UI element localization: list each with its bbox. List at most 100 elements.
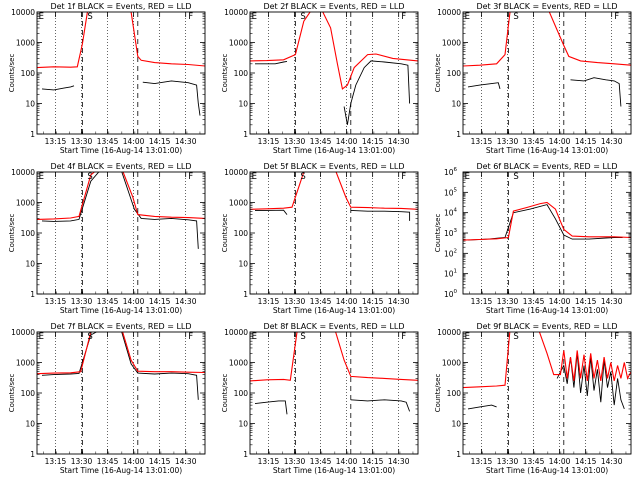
x-tick-label: 13:15 (471, 137, 493, 146)
x-tick-label: 14:00 (549, 457, 571, 466)
x-tick-label: 14:00 (336, 137, 358, 146)
plot-frame (36, 11, 206, 135)
y-axis-label: Counts/sec (221, 374, 229, 413)
series-events-line (467, 404, 497, 410)
series-events-line (255, 209, 288, 215)
x-tick-label: 14:00 (123, 457, 145, 466)
y-tick-label: 100 (234, 229, 249, 238)
marker-letter-e: E (465, 12, 470, 22)
x-tick-label: 13:15 (258, 297, 280, 306)
y-tick-exponent: 3 (454, 228, 458, 234)
plot-frame (249, 171, 419, 295)
y-tick-label: 100 (234, 389, 249, 398)
y-tick-label: 100 (21, 69, 36, 78)
x-axis-label: Start Time (16-Aug-14 13:01:00) (273, 466, 395, 475)
series-events-line (343, 60, 411, 125)
x-tick-label: 14:15 (149, 297, 171, 306)
marker-letter-s: S (300, 172, 305, 182)
x-tick-label: 13:30 (71, 457, 93, 466)
x-tick-label: 13:45 (97, 137, 119, 146)
y-axis-label: Counts/sec (434, 374, 442, 413)
series-lld-line (463, 201, 631, 241)
y-tick-exponent: 4 (454, 208, 458, 214)
series-events-line (350, 209, 411, 221)
y-tick-label: 10000 (437, 8, 461, 17)
marker-letter-s: S (513, 332, 518, 342)
x-tick-label: 13:45 (523, 297, 545, 306)
x-tick-label: 13:30 (284, 297, 306, 306)
series-group (37, 172, 205, 249)
y-tick-label: 1 (243, 290, 248, 299)
panel-title: Det 4f BLACK = Events, RED = LLD (50, 162, 191, 171)
x-axis-label: Start Time (16-Aug-14 13:01:00) (60, 466, 182, 475)
series-group (463, 201, 631, 241)
series-group (250, 172, 418, 221)
series-events-line (41, 172, 199, 249)
x-tick-label: 13:15 (471, 457, 493, 466)
x-tick-label: 14:15 (362, 297, 384, 306)
x-tick-label: 13:45 (523, 137, 545, 146)
panel-det-5: Det 5f BLACK = Events, RED = LLD 1 10 100 10… (221, 162, 419, 315)
marker-letter-s: S (300, 12, 305, 22)
panel-title: Det 9f BLACK = Events, RED = LLD (476, 322, 617, 331)
x-tick-label: 14:15 (362, 137, 384, 146)
y-tick-label: 10 (25, 420, 35, 429)
marker-letter-s: S (87, 172, 92, 182)
x-tick-label: 14:15 (575, 457, 597, 466)
plot-frame (249, 331, 419, 455)
x-tick-label: 14:30 (388, 297, 410, 306)
plot-frame (36, 171, 206, 295)
y-tick-label: 1 (243, 130, 248, 139)
series-group (250, 12, 418, 125)
y-tick-label: 101 (444, 269, 457, 279)
x-tick-label: 14:00 (123, 137, 145, 146)
marker-letter-s: S (513, 172, 518, 182)
x-tick-label: 14:00 (549, 297, 571, 306)
panel-det-7: Det 7f BLACK = Events, RED = LLD 1 10 100 10… (8, 322, 206, 475)
y-tick-label: 10 (451, 420, 461, 429)
y-axis-label: Counts/sec (221, 54, 229, 93)
y-tick-label: 1000 (229, 39, 248, 48)
plot-frame (36, 331, 206, 455)
marker-letter-s: S (87, 12, 92, 22)
y-tick-label: 1 (456, 450, 461, 459)
y-tick-label: 100 (447, 69, 462, 78)
y-axis-label: Counts/sec (8, 374, 16, 413)
panel-det-8: Det 8f BLACK = Events, RED = LLD 1 10 100 10… (221, 322, 419, 475)
series-events-line (41, 85, 75, 91)
series-lld-line (37, 172, 205, 220)
marker-letter-e: E (252, 172, 257, 182)
series-events-line (556, 353, 625, 410)
x-tick-label: 14:30 (175, 297, 197, 306)
x-tick-label: 14:00 (336, 457, 358, 466)
panel-det-6: Det 6f BLACK = Events, RED = LLD10010110… (434, 162, 632, 315)
y-tick-label: 1 (30, 290, 35, 299)
x-axis-label: Start Time (16-Aug-14 13:01:00) (486, 466, 608, 475)
series-group (463, 12, 631, 107)
series-events-line (467, 82, 501, 90)
y-tick-label: 1000 (16, 359, 35, 368)
series-lld-line (250, 12, 418, 90)
marker-letter-f: F (188, 12, 193, 22)
marker-letter-e: E (39, 332, 44, 342)
y-tick-label: 10000 (224, 328, 248, 337)
marker-letter-f: F (614, 332, 619, 342)
panel-title: Det 7f BLACK = Events, RED = LLD (50, 322, 191, 331)
series-events-line (41, 332, 199, 400)
x-tick-label: 13:30 (71, 137, 93, 146)
x-tick-label: 13:45 (97, 297, 119, 306)
marker-letter-f: F (188, 332, 193, 342)
x-tick-label: 13:30 (497, 297, 519, 306)
x-axis-label: Start Time (16-Aug-14 13:01:00) (273, 146, 395, 155)
y-tick-label: 10 (238, 420, 248, 429)
marker-letter-f: F (401, 172, 406, 182)
y-tick-exponent: 5 (454, 187, 458, 193)
panel-det-9: Det 9f BLACK = Events, RED = LLD 1 10 100 10… (434, 322, 632, 475)
y-tick-label: 100 (444, 289, 458, 299)
x-tick-label: 13:15 (45, 137, 67, 146)
y-tick-label: 1 (30, 450, 35, 459)
x-tick-label: 13:45 (310, 457, 332, 466)
y-tick-label: 10000 (437, 328, 461, 337)
marker-letter-f: F (188, 172, 193, 182)
